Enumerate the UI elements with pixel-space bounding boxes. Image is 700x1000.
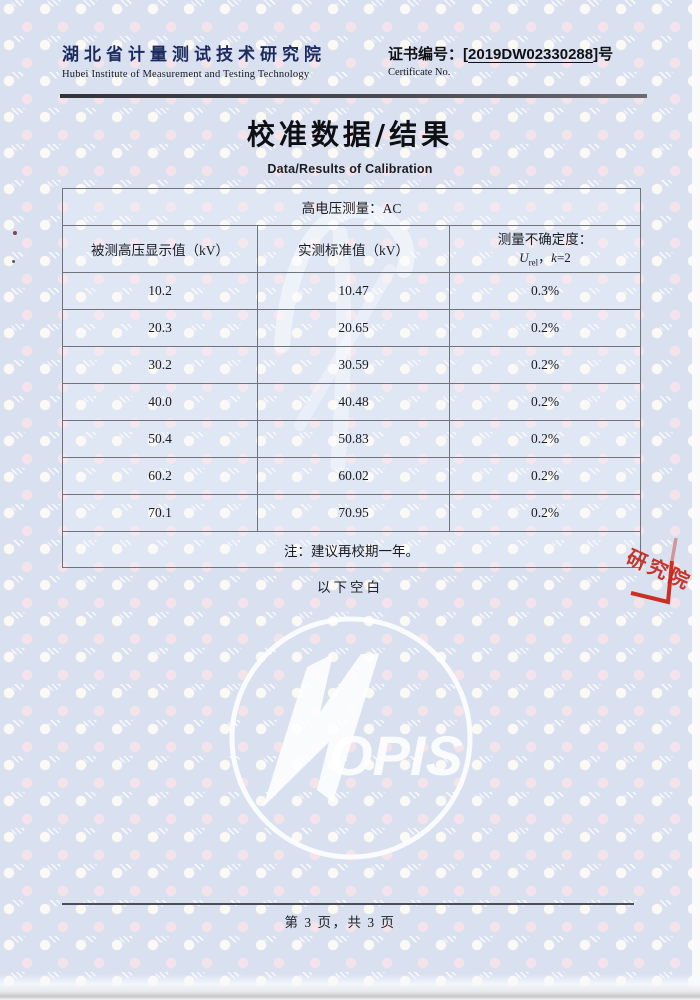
k-value: =2 (556, 249, 571, 265)
title-block: 校准数据/结果 Data/Results of Calibration (0, 113, 700, 176)
uncertainty-cell: 0.2% (448, 383, 642, 421)
certificate-label: 证书编号： (388, 46, 464, 63)
u-subscript: rel (528, 257, 539, 268)
u-symbol: U (519, 249, 529, 265)
table-note: 注：建议再校期一年。 (61, 531, 642, 568)
table-row: 20.3 20.65 0.2% (62, 309, 642, 347)
displayed-value-cell: 50.4 (62, 420, 258, 458)
displayed-value-cell: 20.3 (62, 309, 258, 347)
uncertainty-header-line2: Urel，k=2 (450, 250, 640, 268)
institute-name-cn: 湖北省计量测试技术研究院 (62, 45, 326, 64)
blank-below-label: 以下空白 (317, 580, 383, 595)
page-title-en: Data/Results of Calibration (267, 162, 433, 176)
note-row: 注：建议再校期一年。 (61, 531, 642, 568)
page-edge-bottom (0, 974, 700, 1000)
displayed-value-cell: 30.2 (62, 346, 258, 384)
col-header-displayed: 被测高压显示值（kV） (62, 225, 258, 273)
scan-speck (13, 231, 17, 235)
uncertainty-cell: 0.3% (448, 272, 642, 310)
section-row: 高电压测量：AC (61, 188, 642, 226)
institute-header: 湖北省计量测试技术研究院 Hubei Institute of Measurem… (62, 40, 326, 80)
col-header-uncertainty: 测量不确定度： Urel，k=2 (448, 225, 642, 273)
table-row: 60.2 60.02 0.2% (62, 457, 642, 495)
displayed-value-cell: 10.2 (62, 272, 258, 310)
certificate-number: 2019DW02330288 (468, 46, 594, 63)
uncertainty-cell: 0.2% (448, 494, 642, 532)
footer-rule (62, 903, 634, 905)
displayed-value-cell: 60.2 (62, 457, 258, 495)
uncertainty-cell: 0.2% (448, 309, 642, 347)
page-number: 第 3 页，共 3 页 (284, 915, 396, 930)
standard-value-cell: 10.47 (257, 272, 450, 310)
displayed-value-cell: 40.0 (62, 383, 258, 421)
header-row: 被测高压显示值（kV） 实测标准值（kV） 测量不确定度： Urel，k=2 (62, 225, 642, 273)
uncertainty-cell: 0.2% (448, 346, 642, 384)
standard-value-cell: 20.65 (257, 309, 450, 347)
standard-value-cell: 60.02 (257, 457, 450, 495)
institute-name-en: Hubei Institute of Measurement and Testi… (62, 69, 310, 80)
certificate-number-line: 证书编号：[2019DW02330288]号 (388, 43, 613, 64)
uncertainty-separator: ， (538, 249, 552, 265)
certificate-number-block: 证书编号：[2019DW02330288]号 Certificate No. (388, 43, 613, 78)
uncertainty-cell: 0.2% (448, 420, 642, 458)
table-row: 50.4 50.83 0.2% (62, 420, 642, 458)
displayed-value-cell: 70.1 (62, 494, 258, 532)
table-row: 70.1 70.95 0.2% (62, 494, 642, 532)
page-edge-right (692, 0, 700, 1000)
table-row: 10.2 10.47 0.3% (62, 272, 642, 310)
standard-value-cell: 30.59 (257, 346, 450, 384)
scan-speck (12, 260, 15, 263)
uncertainty-cell: 0.2% (448, 457, 642, 495)
certificate-label-en: Certificate No. (388, 67, 451, 78)
section-label: 高电压测量：AC (61, 188, 642, 226)
calibration-table: 高电压测量：AC 被测高压显示值（kV） 实测标准值（kV） 测量不确定度： U… (61, 188, 642, 568)
table-row: 40.0 40.48 0.2% (62, 383, 642, 421)
certificate-suffix: 号 (598, 46, 614, 63)
page-title: 校准数据/结果 (246, 118, 454, 151)
uncertainty-header-line1: 测量不确定度： (497, 231, 593, 247)
header-rule (60, 94, 647, 98)
standard-value-cell: 50.83 (257, 420, 450, 458)
col-header-standard: 实测标准值（kV） (257, 225, 450, 273)
table-row: 30.2 30.59 0.2% (62, 346, 642, 384)
standard-value-cell: 40.48 (257, 383, 450, 421)
standard-value-cell: 70.95 (257, 494, 450, 532)
